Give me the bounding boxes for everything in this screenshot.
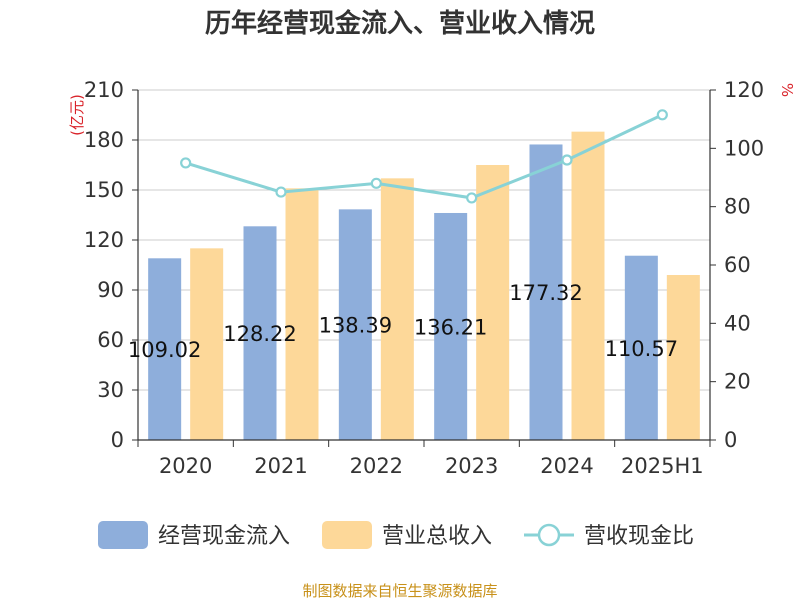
y-left-tick-label: 0 bbox=[111, 428, 124, 452]
y-left-tick-label: 210 bbox=[84, 78, 124, 102]
x-tick-label: 2025H1 bbox=[621, 454, 704, 478]
y-left-tick-label: 30 bbox=[97, 378, 124, 402]
ratio-point bbox=[656, 109, 668, 121]
y-right-tick-label: 100 bbox=[724, 136, 764, 160]
y-right-tick-label: 0 bbox=[724, 428, 737, 452]
x-tick-label: 2024 bbox=[540, 454, 593, 478]
bar-series bbox=[148, 131, 700, 441]
cash-inflow-data-label: 128.22 bbox=[223, 322, 296, 346]
y-left-tick-label: 60 bbox=[97, 328, 124, 352]
y-left-tick-label: 150 bbox=[84, 178, 124, 202]
revenue-bar bbox=[380, 178, 414, 441]
cash-inflow-data-label: 110.57 bbox=[605, 337, 678, 361]
axes: 0 30 60 90 120 150 180 210 0 20 40 60 80 100 120 2020 20… bbox=[84, 78, 764, 478]
revenue-bar bbox=[571, 131, 605, 440]
cash-inflow-bar bbox=[624, 255, 658, 440]
legend-label-cash-inflow: 经营现金流入 bbox=[158, 524, 290, 549]
right-axis-label: % bbox=[778, 83, 796, 97]
data-labels: 109.02 128.22 138.39 136.21 177.32 110.57 bbox=[128, 281, 678, 362]
cash-inflow-data-label: 138.39 bbox=[319, 314, 392, 338]
left-axis-label: (亿元) bbox=[68, 94, 86, 136]
legend-swatch-revenue bbox=[322, 521, 372, 549]
y-right-tick-label: 60 bbox=[724, 253, 751, 277]
y-right-tick-label: 20 bbox=[724, 370, 751, 394]
ratio-point bbox=[370, 177, 382, 189]
ratio-point bbox=[180, 157, 192, 169]
legend-marker-ratio bbox=[537, 523, 561, 547]
x-tick-label: 2021 bbox=[254, 454, 307, 478]
cash-inflow-bar bbox=[434, 212, 468, 440]
x-tick-label: 2022 bbox=[350, 454, 403, 478]
y-left-tick-label: 90 bbox=[97, 278, 124, 302]
y-left-tick-label: 120 bbox=[84, 228, 124, 252]
cash-inflow-bar bbox=[529, 144, 563, 440]
cash-inflow-bar bbox=[148, 258, 182, 440]
cash-inflow-data-label: 109.02 bbox=[128, 338, 201, 362]
cash-inflow-bar bbox=[338, 209, 372, 440]
x-tick-label: 2020 bbox=[159, 454, 212, 478]
ratio-point bbox=[561, 154, 573, 166]
legend-label-revenue: 营业总收入 bbox=[382, 524, 492, 549]
line-series bbox=[180, 109, 668, 204]
legend-label-ratio: 营收现金比 bbox=[584, 524, 694, 549]
y-left-tick-label: 180 bbox=[84, 128, 124, 152]
ratio-line bbox=[185, 113, 663, 200]
chart-title: 历年经营现金流入、营业收入情况 bbox=[205, 8, 595, 39]
ratio-point bbox=[466, 192, 478, 204]
legend-swatch-cash-inflow bbox=[98, 521, 148, 549]
revenue-bar bbox=[476, 165, 510, 440]
revenue-bar bbox=[666, 275, 700, 440]
cash-inflow-bar bbox=[243, 226, 277, 440]
y-right-tick-label: 80 bbox=[724, 195, 751, 219]
revenue-bar bbox=[190, 248, 224, 440]
x-tick-label: 2023 bbox=[445, 454, 498, 478]
ratio-point bbox=[275, 186, 287, 198]
revenue-bar bbox=[285, 188, 319, 440]
cash-inflow-data-label: 177.32 bbox=[509, 281, 582, 305]
y-right-tick-label: 40 bbox=[724, 311, 751, 335]
legend: 经营现金流入 营业总收入 营收现金比 bbox=[98, 521, 694, 549]
cash-inflow-data-label: 136.21 bbox=[414, 315, 487, 339]
source-note: 制图数据来自恒生聚源数据库 bbox=[302, 582, 497, 600]
y-right-tick-label: 120 bbox=[724, 78, 764, 102]
